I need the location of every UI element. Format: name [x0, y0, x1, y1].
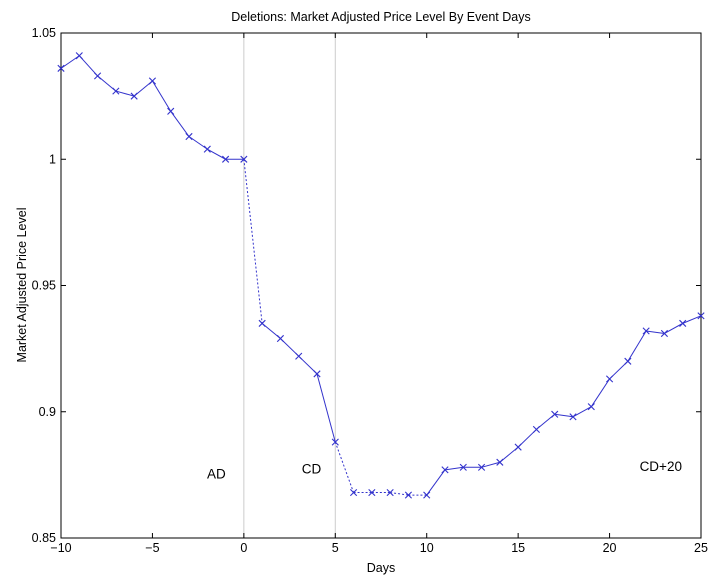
x-tick-label: 5 [332, 541, 339, 555]
data-point-marker [514, 443, 522, 451]
annotation-label: AD [207, 467, 226, 482]
data-point-marker [203, 145, 211, 153]
data-point-marker [295, 352, 303, 360]
data-point-marker [660, 329, 669, 338]
annotation-label: CD [302, 462, 322, 477]
data-point-marker [605, 375, 614, 383]
series-line-segment [572, 406, 592, 418]
chart-title: Deletions: Market Adjusted Price Level B… [231, 10, 530, 24]
axis-ticks: −10 −5 0 5 10 15 20 25 0.85 0.9 0.95 1 1.05 [32, 26, 708, 555]
data-point-marker [368, 488, 376, 497]
data-point-marker [313, 370, 321, 378]
data-point-marker [349, 488, 358, 497]
data-point-marker [148, 77, 157, 85]
data-point-marker [57, 64, 65, 72]
data-point-marker [642, 327, 650, 335]
x-tick-label: 20 [603, 541, 617, 555]
series-line-segment [115, 90, 135, 97]
y-tick-label: 1 [49, 152, 56, 166]
data-point-marker [75, 52, 83, 60]
data-point-marker [185, 132, 193, 141]
x-axis-label: Days [367, 561, 395, 575]
x-tick-label: 10 [420, 541, 434, 555]
data-point-marker [112, 87, 120, 95]
data-point-marker [551, 410, 559, 418]
series-line-segment [481, 461, 500, 468]
series-line-segment [554, 413, 574, 418]
annotation-label: CD+20 [640, 459, 682, 474]
data-point-marker [587, 403, 595, 411]
series-line-segment [334, 441, 355, 493]
y-axis-label: Market Adjusted Price Level [15, 208, 29, 363]
series-layer [57, 52, 705, 499]
series-line-segment [590, 378, 610, 407]
data-point-marker [624, 357, 632, 365]
data-point-marker [459, 463, 467, 471]
x-tick-label: −10 [50, 541, 71, 555]
series-line-segment [627, 330, 647, 362]
series-line-segment [646, 330, 665, 334]
data-point-marker [441, 466, 449, 474]
series-line-segment [207, 148, 226, 160]
series-line-segment [243, 159, 263, 324]
data-point-marker [93, 72, 102, 80]
data-point-marker [679, 319, 687, 327]
x-tick-label: 25 [694, 541, 708, 555]
data-point-marker [477, 463, 486, 471]
series-line-segment [152, 80, 172, 112]
data-point-marker [386, 488, 394, 497]
y-tick-label: 0.9 [39, 405, 56, 419]
series-line-segment [170, 110, 190, 137]
series-line-segment [426, 469, 446, 496]
data-point-marker [258, 319, 266, 327]
y-tick-label: 1.05 [32, 26, 56, 40]
data-point-marker [697, 312, 705, 320]
x-tick-label: 0 [240, 541, 247, 555]
data-point-marker [240, 155, 248, 163]
series-line-segment [78, 55, 98, 77]
y-tick-label: 0.85 [32, 531, 56, 545]
series-line-segment [316, 373, 336, 443]
data-point-marker [221, 155, 230, 163]
data-point-marker [130, 92, 138, 100]
series-line-segment [682, 315, 702, 324]
x-tick-label: 15 [511, 541, 525, 555]
x-tick-label: −5 [145, 541, 159, 555]
series-line-segment [390, 492, 409, 496]
data-point-marker [276, 334, 285, 343]
annotations: AD CD CD+20 [207, 459, 682, 482]
data-point-marker [496, 458, 504, 466]
data-point-marker [167, 107, 175, 115]
series-line-segment [188, 136, 208, 150]
series-line-segment [444, 466, 464, 471]
series-line-segment [664, 322, 683, 334]
reference-lines [243, 33, 336, 538]
data-point-marker [423, 491, 431, 499]
data-point-marker [569, 413, 577, 421]
y-tick-label: 0.95 [32, 279, 56, 293]
data-point-marker [331, 438, 339, 446]
series-line-segment [60, 55, 80, 69]
data-point-marker [532, 425, 541, 434]
data-point-marker [404, 491, 413, 499]
